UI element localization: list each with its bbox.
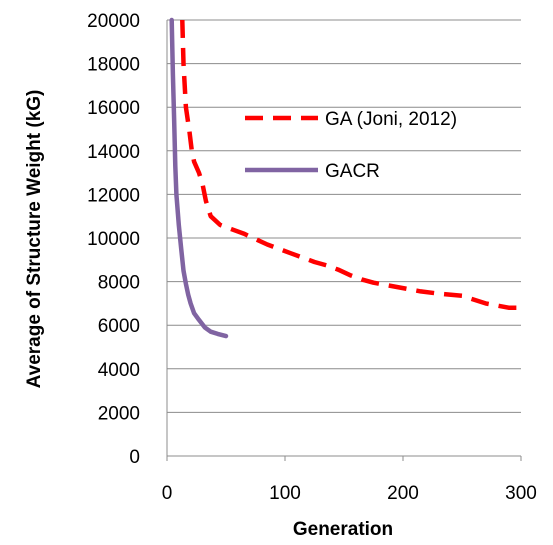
y-tick-label: 16000 bbox=[87, 98, 140, 119]
y-tick-label: 0 bbox=[129, 447, 140, 468]
x-tick-label: 200 bbox=[387, 483, 419, 504]
series-lines bbox=[169, 17, 525, 339]
series-line-ga bbox=[180, 19, 525, 311]
y-axis-title: Average of Structure Weight (kG) bbox=[24, 90, 45, 389]
y-tick-label: 2000 bbox=[98, 403, 140, 424]
x-tick-label: 300 bbox=[505, 483, 537, 504]
y-tick-label: 6000 bbox=[98, 316, 140, 337]
y-tick-label: 4000 bbox=[98, 360, 140, 381]
x-tick-label: 0 bbox=[162, 483, 173, 504]
x-tick-label: 100 bbox=[269, 483, 301, 504]
y-tick-label: 8000 bbox=[98, 273, 140, 294]
y-axis: 0 2000 4000 6000 8000 10000 12000 14000 16000 180… bbox=[87, 11, 168, 468]
legend-label-ga: GA (Joni, 2012) bbox=[325, 109, 457, 130]
y-tick-label: 18000 bbox=[87, 55, 140, 76]
y-tick-label: 10000 bbox=[87, 229, 140, 250]
x-axis: 0 100 200 300 bbox=[162, 455, 537, 504]
legend: GA (Joni, 2012) GACR bbox=[245, 109, 457, 182]
legend-label-gacr: GACR bbox=[325, 161, 380, 182]
gridlines bbox=[167, 19, 521, 413]
y-tick-label: 20000 bbox=[87, 11, 140, 32]
x-axis-title: Generation bbox=[293, 519, 393, 540]
y-tick-label: 14000 bbox=[87, 142, 140, 163]
y-tick-label: 12000 bbox=[87, 185, 140, 206]
series-line-gacr bbox=[169, 17, 229, 339]
